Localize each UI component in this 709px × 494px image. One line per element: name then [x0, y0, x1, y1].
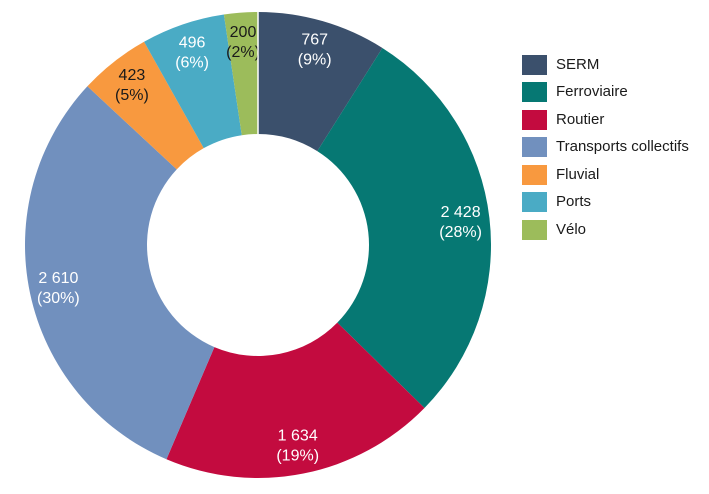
legend-label: Routier [556, 110, 605, 128]
legend-item-velo[interactable]: Vélo [522, 216, 689, 244]
legend-label: Transports collectifs [556, 138, 689, 156]
slice-label-ports: 496 (6%) [175, 34, 209, 71]
legend-swatch-transports-collectifs [522, 137, 547, 158]
pie-slice-ferroviaire[interactable] [317, 47, 491, 409]
legend-swatch-serm [522, 54, 547, 75]
slice-label-fluvial: 423 (5%) [115, 67, 149, 104]
legend-item-fluvial[interactable]: Fluvial [522, 161, 689, 189]
slice-label-ferroviaire: 2 428 (28%) [439, 204, 482, 241]
legend-label: Fluvial [556, 165, 600, 183]
legend-swatch-ferroviaire [522, 82, 547, 103]
legend-item-ports[interactable]: Ports [522, 189, 689, 217]
legend-swatch-velo [522, 219, 547, 240]
pie-slice-ports[interactable] [144, 14, 242, 149]
pie-slice-velo[interactable] [223, 12, 258, 136]
pie-slice-routier[interactable] [166, 322, 425, 478]
pie-slice-transports-collectifs[interactable] [25, 86, 215, 460]
legend-label: Vélo [556, 220, 587, 238]
slice-label-transports-collectifs: 2 610 (30%) [37, 270, 80, 307]
chart-legend: SERM Ferroviaire Routier Transports collect… [522, 51, 689, 244]
legend-label: SERM [556, 55, 600, 73]
slice-label-serm: 767 (9%) [298, 32, 332, 69]
legend-item-transports-collectifs[interactable]: Transports collectifs [522, 134, 689, 162]
legend-swatch-ports [522, 192, 547, 213]
pie-slice-fluvial[interactable] [87, 41, 204, 170]
slice-label-routier: 1 634 (19%) [276, 428, 319, 465]
legend-swatch-fluvial [522, 164, 547, 185]
legend-item-serm[interactable]: SERM [522, 51, 689, 79]
legend-swatch-routier [522, 109, 547, 130]
legend-label: Ferroviaire [556, 83, 628, 101]
legend-item-routier[interactable]: Routier [522, 106, 689, 134]
pie-slice-serm[interactable] [258, 12, 383, 152]
slice-label-velo: 200 (2%) [226, 24, 260, 61]
legend-label: Ports [556, 193, 592, 211]
legend-item-ferroviaire[interactable]: Ferroviaire [522, 79, 689, 107]
